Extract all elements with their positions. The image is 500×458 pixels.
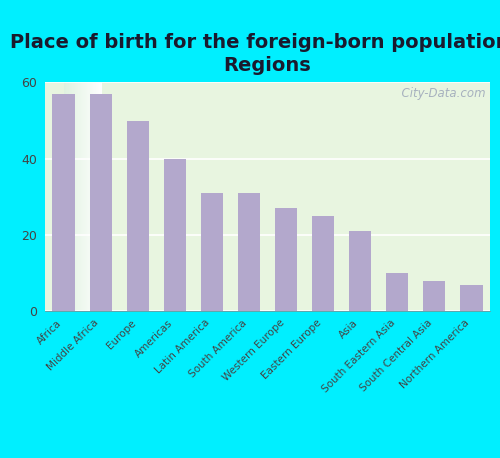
Bar bbox=[200, 193, 223, 311]
Bar bbox=[460, 285, 482, 311]
Bar bbox=[386, 273, 408, 311]
Bar bbox=[126, 120, 149, 311]
Bar bbox=[52, 94, 74, 311]
Text: City-Data.com: City-Data.com bbox=[394, 87, 486, 100]
Bar bbox=[275, 208, 297, 311]
Bar bbox=[238, 193, 260, 311]
Bar bbox=[312, 216, 334, 311]
Bar bbox=[423, 281, 446, 311]
Title: Place of birth for the foreign-born population -
Regions: Place of birth for the foreign-born popu… bbox=[10, 33, 500, 75]
Bar bbox=[349, 231, 372, 311]
Bar bbox=[164, 159, 186, 311]
Bar bbox=[90, 94, 112, 311]
